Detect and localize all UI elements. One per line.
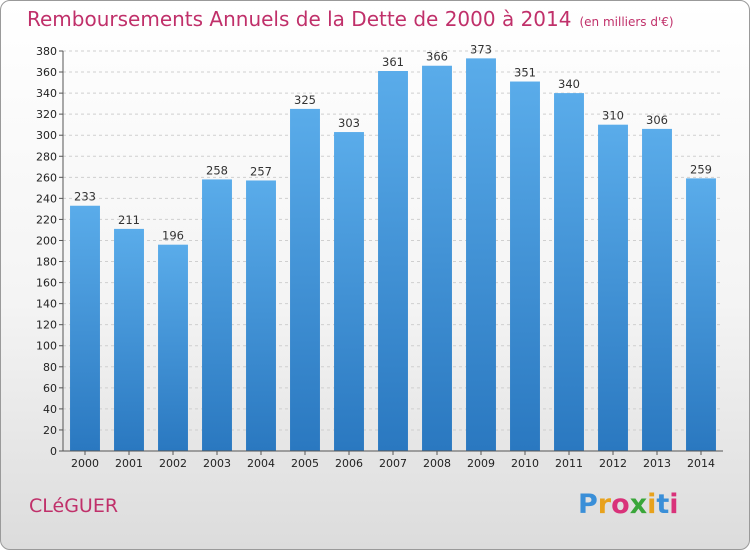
logo-letter: x [629, 489, 648, 520]
x-tick-label-2012: 2012 [599, 457, 627, 470]
bar-2011 [554, 93, 584, 452]
y-tick-label-320: 320 [36, 108, 57, 121]
x-tick-label-2010: 2010 [511, 457, 539, 470]
y-tick-label-200: 200 [36, 234, 57, 247]
x-tick-label-2004: 2004 [247, 457, 275, 470]
bar-2005 [290, 108, 320, 451]
y-tick-label-260: 260 [36, 171, 57, 184]
bar-2004 [246, 180, 276, 451]
x-tick-label-2009: 2009 [467, 457, 495, 470]
bar-value-label-2010: 351 [514, 66, 536, 80]
y-tick-label-140: 140 [36, 298, 57, 311]
bar-2010 [510, 81, 540, 452]
bar-2001 [114, 228, 144, 451]
bar-value-label-2013: 306 [646, 113, 668, 127]
y-tick-label-300: 300 [36, 129, 57, 142]
bar-2003 [202, 179, 232, 451]
bar-value-label-2014: 259 [690, 162, 712, 176]
bar-2008 [422, 65, 452, 451]
y-tick-label-100: 100 [36, 340, 57, 353]
bar-value-label-2011: 340 [558, 77, 580, 91]
y-axis: 0 20 40 60 80 100 120 140 160 180 200 220 240 260 280 3… [36, 45, 64, 458]
bars: 233 211 196 258 257 325 303 361 366 373 351 340 310 3… [70, 42, 716, 452]
y-tick-label-60: 60 [43, 382, 57, 395]
y-tick-label-220: 220 [36, 213, 57, 226]
bar-2007 [378, 71, 408, 451]
logo-letter: o [611, 489, 630, 520]
logo-letter: i [669, 489, 679, 520]
x-tick-label-2014: 2014 [687, 457, 715, 470]
chart-unit: (en milliers d'€) [579, 15, 674, 29]
bar-2006 [334, 132, 364, 452]
bar-value-label-2003: 258 [206, 163, 228, 177]
logo-letter: P [578, 489, 598, 520]
bar-2014 [686, 178, 716, 452]
logo-letter: t [656, 489, 670, 520]
y-tick-label-40: 40 [43, 403, 57, 416]
y-tick-label-0: 0 [50, 445, 57, 458]
proxiti-logo[interactable]: Proxiti [578, 489, 679, 520]
x-tick-label-2005: 2005 [291, 457, 319, 470]
x-tick-label-2007: 2007 [379, 457, 407, 470]
x-axis: 2000 2001 2002 2003 2004 2005 2006 2007 2008 2009… [63, 450, 723, 470]
logo-letter: i [647, 489, 657, 520]
x-tick-label-2013: 2013 [643, 457, 671, 470]
x-tick-label-2011: 2011 [555, 457, 583, 470]
bar-value-label-2002: 196 [162, 229, 184, 243]
y-tick-label-360: 360 [36, 66, 57, 79]
bar-2013 [642, 128, 672, 451]
x-tick-label-2000: 2000 [71, 457, 99, 470]
chart-title-text: Remboursements Annuels de la Dette de 20… [27, 7, 572, 31]
x-tick-label-2001: 2001 [115, 457, 143, 470]
bar-2002 [158, 244, 188, 451]
chart-title: Remboursements Annuels de la Dette de 20… [27, 7, 674, 31]
x-tick-label-2006: 2006 [335, 457, 363, 470]
y-tick-label-160: 160 [36, 277, 57, 290]
y-tick-label-120: 120 [36, 319, 57, 332]
logo-letter: r [597, 489, 612, 520]
bar-value-label-2012: 310 [602, 109, 624, 123]
y-tick-label-180: 180 [36, 256, 57, 269]
y-tick-label-20: 20 [43, 424, 57, 437]
bar-value-label-2001: 211 [118, 213, 140, 227]
bar-value-label-2004: 257 [250, 164, 272, 178]
x-tick-label-2002: 2002 [159, 457, 187, 470]
bar-value-label-2009: 373 [470, 42, 492, 56]
bar-2012 [598, 124, 628, 452]
bar-value-label-2008: 366 [426, 50, 448, 64]
bar-value-label-2000: 233 [74, 190, 96, 204]
y-tick-label-240: 240 [36, 192, 57, 205]
commune-name: CLéGUER [29, 495, 119, 517]
y-tick-label-80: 80 [43, 361, 57, 374]
bar-value-label-2007: 361 [382, 55, 404, 69]
x-tick-label-2003: 2003 [203, 457, 231, 470]
bar-value-label-2006: 303 [338, 116, 360, 130]
bar-2000 [70, 205, 100, 451]
y-tick-label-380: 380 [36, 45, 57, 58]
y-tick-label-340: 340 [36, 87, 57, 100]
bar-2009 [466, 58, 496, 452]
y-tick-label-280: 280 [36, 150, 57, 163]
x-tick-label-2008: 2008 [423, 457, 451, 470]
bar-value-label-2005: 325 [294, 93, 316, 107]
